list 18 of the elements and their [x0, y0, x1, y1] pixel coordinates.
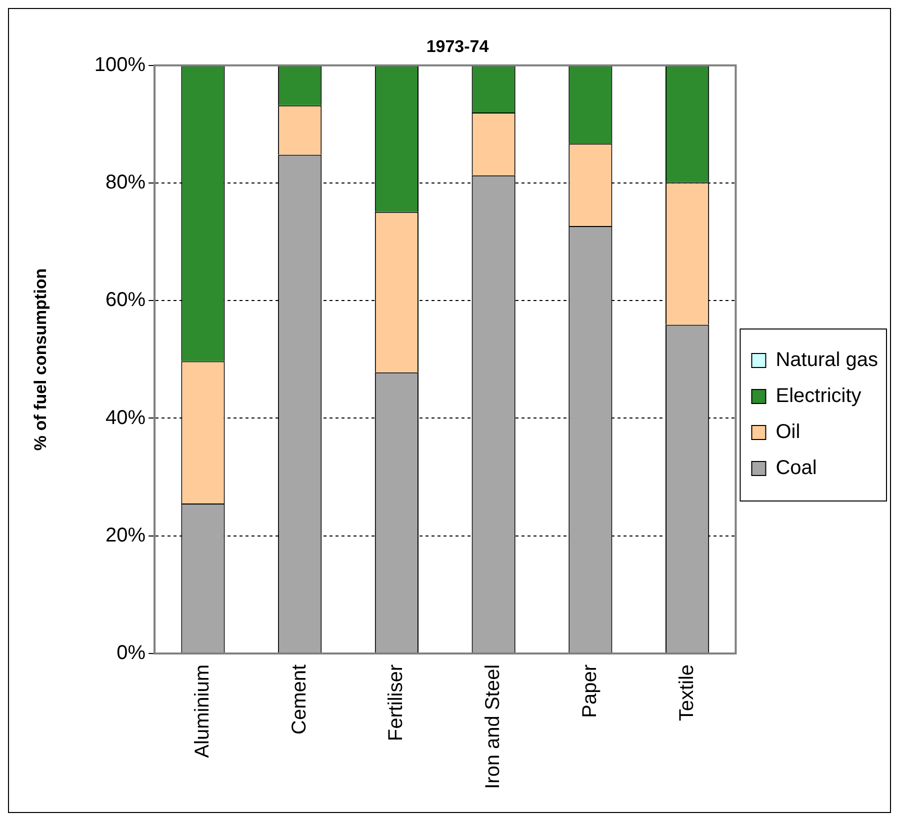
chart-title: 1973-74 [426, 36, 490, 56]
y-tick-label: 100% [94, 54, 146, 76]
x-tick-label: Cement [288, 664, 310, 734]
x-tick-label: Textile [676, 664, 698, 722]
legend-label: Electricity [776, 385, 862, 408]
y-tick-label: 0% [116, 642, 146, 664]
y-axis-title: % of fuel consumption [30, 268, 50, 451]
x-tick-label: Aluminium [192, 664, 214, 758]
x-tick-label: Fertiliser [385, 664, 408, 742]
legend-label: Coal [776, 457, 817, 480]
x-tick-label: Paper [578, 664, 601, 718]
y-tick-label: 60% [106, 289, 146, 312]
legend-label: Natural gas [776, 349, 878, 372]
y-tick-label: 80% [106, 172, 146, 194]
y-tick-label: 40% [106, 406, 146, 429]
legend-label: Oil [776, 421, 800, 444]
x-tick-label: Iron and Steel [482, 664, 504, 789]
y-tick-label: 20% [106, 524, 146, 546]
